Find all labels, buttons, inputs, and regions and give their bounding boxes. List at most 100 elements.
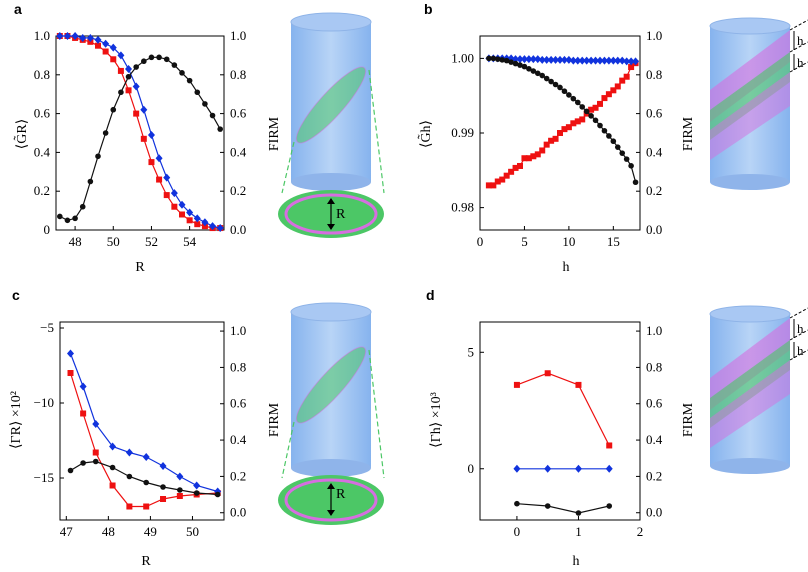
data-point-blue <box>578 56 586 65</box>
y2-tick-label: 0.8 <box>230 359 246 374</box>
data-point-blue <box>632 57 640 66</box>
data-point-red <box>557 130 563 136</box>
data-point-blue <box>178 200 186 209</box>
x-tick-label: 47 <box>60 524 74 539</box>
data-point-blue <box>71 32 79 40</box>
y-tick-label: −10 <box>34 395 54 410</box>
series-line-black <box>59 56 221 221</box>
data-point-red <box>513 381 520 388</box>
data-point-red <box>579 116 586 123</box>
y2-tick-label: 1.0 <box>646 28 662 43</box>
band-pink-bottom <box>710 360 790 448</box>
data-point-blue <box>516 55 524 64</box>
data-point-red <box>597 100 603 107</box>
data-point-blue <box>623 57 631 66</box>
data-point-black <box>209 112 216 119</box>
panel-label-c: c <box>12 287 20 303</box>
data-point-red <box>117 67 124 74</box>
panel-label-d: d <box>426 287 435 303</box>
data-point-blue <box>565 55 573 64</box>
series-line-red <box>488 62 636 186</box>
y-tick-label: 5 <box>468 344 475 359</box>
data-point-blue <box>79 382 87 391</box>
y2-tick-label: 0.4 <box>230 144 247 159</box>
data-point-black <box>214 491 221 498</box>
series-line-red <box>59 35 221 229</box>
data-point-red <box>525 155 532 162</box>
data-point-black <box>606 133 612 139</box>
data-point-blue <box>627 57 635 66</box>
data-point-black <box>125 73 132 80</box>
data-point-blue <box>209 222 217 231</box>
data-point-blue <box>596 56 604 65</box>
data-point-blue <box>534 55 542 64</box>
data-point-black <box>579 104 586 110</box>
y2-tick-label: 0.0 <box>230 505 246 520</box>
cylinder-top <box>290 12 372 32</box>
data-point-black <box>583 108 590 115</box>
data-point-black <box>526 66 532 72</box>
projection-line-right <box>368 349 385 479</box>
panel-label-b: b <box>424 1 433 17</box>
data-point-blue <box>109 442 117 451</box>
data-point-red <box>186 217 193 224</box>
ring-pink <box>284 478 378 522</box>
data-point-black <box>171 62 178 68</box>
data-point-blue <box>513 464 521 473</box>
data-point-red <box>494 178 501 185</box>
dash-line <box>789 329 808 341</box>
data-point-red <box>67 370 74 376</box>
data-point-red <box>574 118 581 125</box>
data-point-red <box>623 73 630 80</box>
data-point-red <box>610 87 617 94</box>
data-point-black <box>539 72 546 79</box>
data-point-blue <box>176 472 184 481</box>
data-point-red <box>592 104 599 111</box>
data-point-blue <box>86 33 94 42</box>
data-point-red <box>125 87 132 94</box>
data-point-black <box>499 57 506 63</box>
data-point-black <box>628 163 634 169</box>
data-point-black <box>64 217 71 224</box>
data-point-red <box>570 120 577 127</box>
data-point-red <box>530 153 537 160</box>
data-point-black <box>486 55 492 62</box>
y-tick-label: 0.8 <box>34 67 50 82</box>
x-tick-label: 52 <box>145 234 158 249</box>
cylinder-bottom <box>710 458 790 474</box>
data-point-blue <box>543 55 551 64</box>
data-point-blue <box>529 55 537 64</box>
radius-label: R <box>336 207 346 222</box>
data-point-blue <box>125 448 133 457</box>
data-point-black <box>186 77 193 84</box>
data-point-black <box>72 215 78 222</box>
data-point-black <box>575 510 582 516</box>
data-point-black <box>148 54 155 61</box>
x-tick-label: 50 <box>107 234 120 249</box>
x-tick-label: 5 <box>521 234 528 249</box>
data-point-black <box>177 487 183 493</box>
data-point-blue <box>556 55 564 64</box>
data-point-black <box>143 479 150 486</box>
data-point-blue <box>102 39 110 48</box>
data-point-black <box>508 59 514 65</box>
radius-label: R <box>336 487 346 502</box>
data-point-blue <box>525 55 533 64</box>
y2-tick-label: 0.6 <box>230 396 247 411</box>
data-point-red <box>517 162 523 169</box>
h-label: h <box>797 343 804 358</box>
data-point-blue <box>574 56 582 65</box>
data-point-black <box>521 63 528 70</box>
data-point-blue <box>552 55 560 64</box>
data-point-black <box>217 126 223 132</box>
data-point-black <box>530 68 537 74</box>
y-tick-label: 0.99 <box>451 125 474 140</box>
plot-frame <box>55 35 225 231</box>
data-point-blue <box>574 464 582 473</box>
band-pink-bottom <box>710 72 790 160</box>
x-tick-label: 54 <box>183 234 197 249</box>
data-point-black <box>548 78 554 85</box>
data-point-red <box>160 496 167 502</box>
y2label-d: FIRM <box>681 402 696 437</box>
data-point-red <box>490 182 497 189</box>
